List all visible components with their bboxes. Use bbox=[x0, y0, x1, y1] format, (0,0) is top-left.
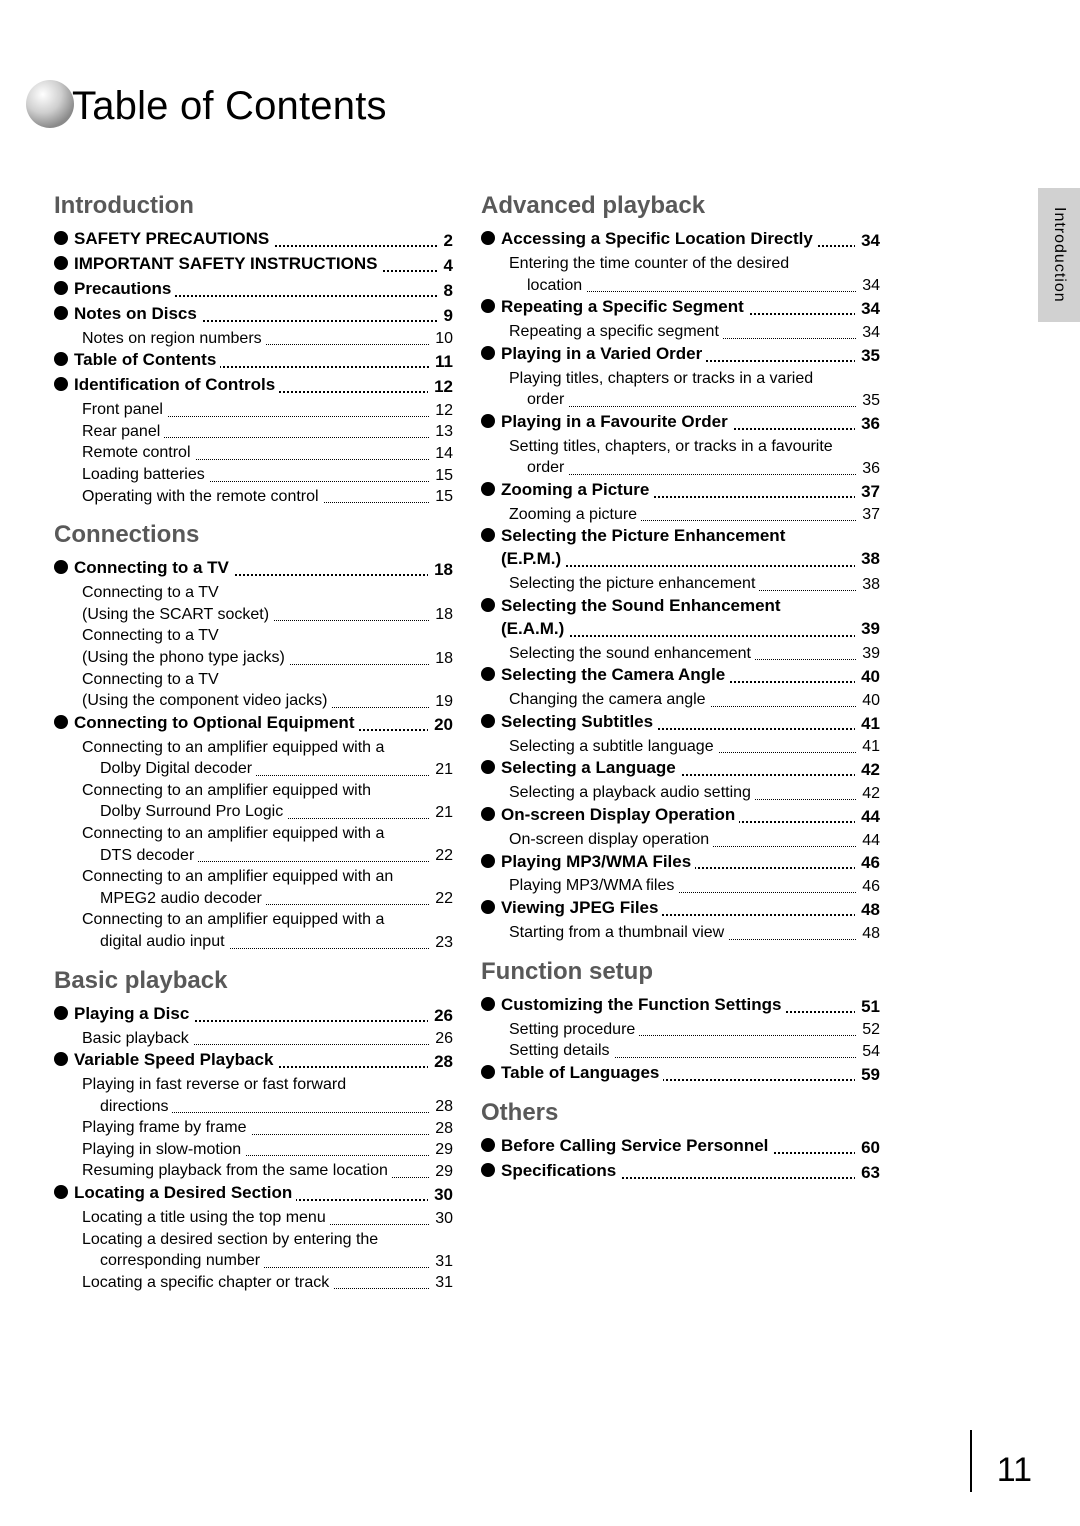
left-column: Introduction SAFETY PRECAUTIONS2IMPORTANT… bbox=[54, 192, 453, 1293]
page-title: Table of Contents bbox=[72, 84, 387, 129]
toc-subentry: Starting from a thumbnail view48 bbox=[481, 922, 880, 944]
toc-subentry-cont: order36 bbox=[481, 457, 880, 479]
toc-entry: Notes on Discs9 bbox=[54, 303, 453, 326]
toc-subentry: Setting procedure52 bbox=[481, 1019, 880, 1041]
toc-subentry: Setting details54 bbox=[481, 1040, 880, 1062]
title-block: Table of Contents bbox=[24, 78, 387, 135]
toc-entry: Playing in a Favourite Order36 bbox=[481, 411, 880, 434]
title-sphere-icon bbox=[24, 78, 76, 135]
toc-subentry: Basic playback26 bbox=[54, 1028, 453, 1050]
toc-subentry: Connecting to an amplifier equipped with… bbox=[54, 737, 453, 759]
right-column: Advanced playback Accessing a Specific Lo… bbox=[481, 192, 880, 1293]
toc-entry: Selecting the Picture Enhancement(E.P.M.… bbox=[481, 525, 880, 571]
toc-subentry-cont: DTS decoder22 bbox=[54, 845, 453, 867]
toc-subentry: Locating a specific chapter or track31 bbox=[54, 1272, 453, 1294]
toc-subentry: Connecting to a TV bbox=[54, 625, 453, 647]
toc-subentry: Playing frame by frame28 bbox=[54, 1117, 453, 1139]
toc-entry: Playing in a Varied Order35 bbox=[481, 343, 880, 366]
toc-entry: Customizing the Function Settings51 bbox=[481, 994, 880, 1017]
page-number-divider bbox=[970, 1430, 972, 1492]
toc-entry: Repeating a Specific Segment34 bbox=[481, 296, 880, 319]
toc-subentry: Playing in fast reverse or fast forward bbox=[54, 1074, 453, 1096]
toc-subentry-cont: Dolby Surround Pro Logic21 bbox=[54, 801, 453, 823]
toc-subentry: Entering the time counter of the desired bbox=[481, 253, 880, 275]
toc-subentry: Connecting to an amplifier equipped with… bbox=[54, 823, 453, 845]
side-tab-label: Introduction bbox=[1050, 207, 1068, 303]
section-heading: Advanced playback bbox=[481, 192, 880, 220]
toc-entry: Locating a Desired Section30 bbox=[54, 1182, 453, 1205]
toc-subentry: Playing MP3/WMA files46 bbox=[481, 875, 880, 897]
toc-subentry: Front panel12 bbox=[54, 399, 453, 421]
toc-subentry-cont: Dolby Digital decoder21 bbox=[54, 758, 453, 780]
toc-subentry: Remote control14 bbox=[54, 442, 453, 464]
toc-subentry: Selecting a playback audio setting42 bbox=[481, 782, 880, 804]
toc-subentry: Loading batteries15 bbox=[54, 464, 453, 486]
toc-entry: Selecting the Camera Angle40 bbox=[481, 664, 880, 687]
toc-subentry: Changing the camera angle40 bbox=[481, 689, 880, 711]
toc-subentry-cont: corresponding number31 bbox=[54, 1250, 453, 1272]
page-number: 11 bbox=[997, 1451, 1032, 1490]
toc-subentry: Rear panel13 bbox=[54, 421, 453, 443]
toc-subentry: Repeating a specific segment34 bbox=[481, 321, 880, 343]
toc-entry: On-screen Display Operation44 bbox=[481, 804, 880, 827]
section-heading: Others bbox=[481, 1099, 880, 1127]
toc-subentry: Playing titles, chapters or tracks in a … bbox=[481, 368, 880, 390]
toc-entry: Specifications63 bbox=[481, 1160, 880, 1183]
toc-entry: Selecting Subtitles41 bbox=[481, 711, 880, 734]
toc-subentry-cont: digital audio input23 bbox=[54, 931, 453, 953]
toc-subentry: Setting titles, chapters, or tracks in a… bbox=[481, 436, 880, 458]
toc-entry: Identification of Controls12 bbox=[54, 374, 453, 397]
toc-subentry: Selecting the picture enhancement38 bbox=[481, 573, 880, 595]
toc-entry: Zooming a Picture37 bbox=[481, 479, 880, 502]
toc-entry: Table of Languages59 bbox=[481, 1062, 880, 1085]
toc-entry: Table of Contents11 bbox=[54, 349, 453, 372]
toc-subentry: Operating with the remote control15 bbox=[54, 486, 453, 508]
section-heading: Basic playback bbox=[54, 967, 453, 995]
toc-subentry-cont: MPEG2 audio decoder22 bbox=[54, 888, 453, 910]
toc-entry: Connecting to Optional Equipment20 bbox=[54, 712, 453, 735]
section-heading: Introduction bbox=[54, 192, 453, 220]
toc-subentry: Connecting to an amplifier equipped with bbox=[54, 780, 453, 802]
toc-entry: IMPORTANT SAFETY INSTRUCTIONS4 bbox=[54, 253, 453, 276]
toc-subentry: Resuming playback from the same location… bbox=[54, 1160, 453, 1182]
toc-entry: Accessing a Specific Location Directly34 bbox=[481, 228, 880, 251]
toc-entry: Precautions8 bbox=[54, 278, 453, 301]
toc-entry: Connecting to a TV18 bbox=[54, 557, 453, 580]
section-heading: Connections bbox=[54, 521, 453, 549]
toc-subentry-cont: (Using the phono type jacks)18 bbox=[54, 647, 453, 669]
toc-subentry: Connecting to an amplifier equipped with… bbox=[54, 866, 453, 888]
toc-subentry: Playing in slow-motion29 bbox=[54, 1139, 453, 1161]
toc-subentry: Notes on region numbers10 bbox=[54, 328, 453, 350]
toc-entry: Viewing JPEG Files48 bbox=[481, 897, 880, 920]
toc-entry: Selecting the Sound Enhancement(E.A.M.)3… bbox=[481, 595, 880, 641]
toc-entry: Before Calling Service Personnel60 bbox=[481, 1135, 880, 1158]
toc-subentry: Selecting a subtitle language41 bbox=[481, 736, 880, 758]
toc-subentry: Connecting to a TV bbox=[54, 582, 453, 604]
toc-subentry-cont: order35 bbox=[481, 389, 880, 411]
toc-subentry-cont: (Using the SCART socket)18 bbox=[54, 604, 453, 626]
side-tab: Introduction bbox=[1038, 188, 1080, 322]
section-heading: Function setup bbox=[481, 958, 880, 986]
toc-subentry-cont: location34 bbox=[481, 275, 880, 297]
toc-entry: Selecting a Language42 bbox=[481, 757, 880, 780]
toc-subentry-cont: directions28 bbox=[54, 1096, 453, 1118]
toc-subentry: Connecting to an amplifier equipped with… bbox=[54, 909, 453, 931]
content-columns: Introduction SAFETY PRECAUTIONS2IMPORTANT… bbox=[54, 192, 880, 1293]
toc-subentry: Connecting to a TV bbox=[54, 669, 453, 691]
toc-subentry: Zooming a picture37 bbox=[481, 504, 880, 526]
toc-subentry: On-screen display operation44 bbox=[481, 829, 880, 851]
toc-subentry: Locating a desired section by entering t… bbox=[54, 1229, 453, 1251]
toc-entry: Playing a Disc26 bbox=[54, 1003, 453, 1026]
toc-subentry: Selecting the sound enhancement39 bbox=[481, 643, 880, 665]
toc-entry: SAFETY PRECAUTIONS2 bbox=[54, 228, 453, 251]
toc-subentry: Locating a title using the top menu30 bbox=[54, 1207, 453, 1229]
toc-entry: Variable Speed Playback28 bbox=[54, 1049, 453, 1072]
toc-entry: Playing MP3/WMA Files46 bbox=[481, 851, 880, 874]
toc-subentry-cont: (Using the component video jacks)19 bbox=[54, 690, 453, 712]
